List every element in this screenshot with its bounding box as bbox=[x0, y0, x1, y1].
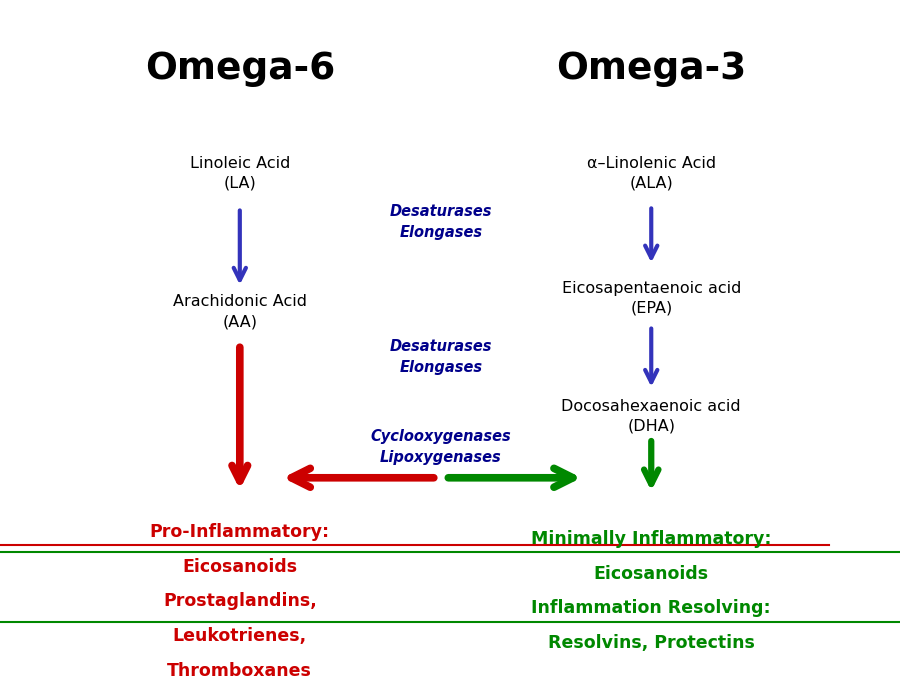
Text: Prostaglandins,: Prostaglandins, bbox=[163, 592, 317, 610]
Text: α–Linolenic Acid
(ALA): α–Linolenic Acid (ALA) bbox=[587, 155, 716, 190]
Text: Omega-3: Omega-3 bbox=[556, 50, 746, 87]
Text: Leukotrienes,: Leukotrienes, bbox=[173, 627, 307, 645]
Text: Desaturases
Elongases: Desaturases Elongases bbox=[390, 339, 492, 375]
Text: Eicosapentaenoic acid
(EPA): Eicosapentaenoic acid (EPA) bbox=[562, 281, 741, 315]
Text: Pro-Inflammatory:: Pro-Inflammatory: bbox=[149, 523, 330, 541]
Text: Eicosanoids: Eicosanoids bbox=[594, 565, 709, 582]
Text: Arachidonic Acid
(AA): Arachidonic Acid (AA) bbox=[173, 295, 307, 329]
Text: Resolvins, Protectins: Resolvins, Protectins bbox=[548, 634, 755, 652]
Text: Omega-6: Omega-6 bbox=[145, 50, 335, 87]
Text: Inflammation Resolving:: Inflammation Resolving: bbox=[531, 599, 771, 617]
Text: Docosahexaenoic acid
(DHA): Docosahexaenoic acid (DHA) bbox=[562, 398, 741, 433]
Text: Cyclooxygenases
Lipoxygenases: Cyclooxygenases Lipoxygenases bbox=[371, 429, 511, 466]
Text: Thromboxanes: Thromboxanes bbox=[167, 662, 312, 680]
Text: Eicosanoids: Eicosanoids bbox=[182, 558, 297, 575]
Text: Desaturases
Elongases: Desaturases Elongases bbox=[390, 204, 492, 239]
Text: Linoleic Acid
(LA): Linoleic Acid (LA) bbox=[190, 155, 290, 190]
Text: Minimally Inflammatory:: Minimally Inflammatory: bbox=[531, 530, 771, 548]
